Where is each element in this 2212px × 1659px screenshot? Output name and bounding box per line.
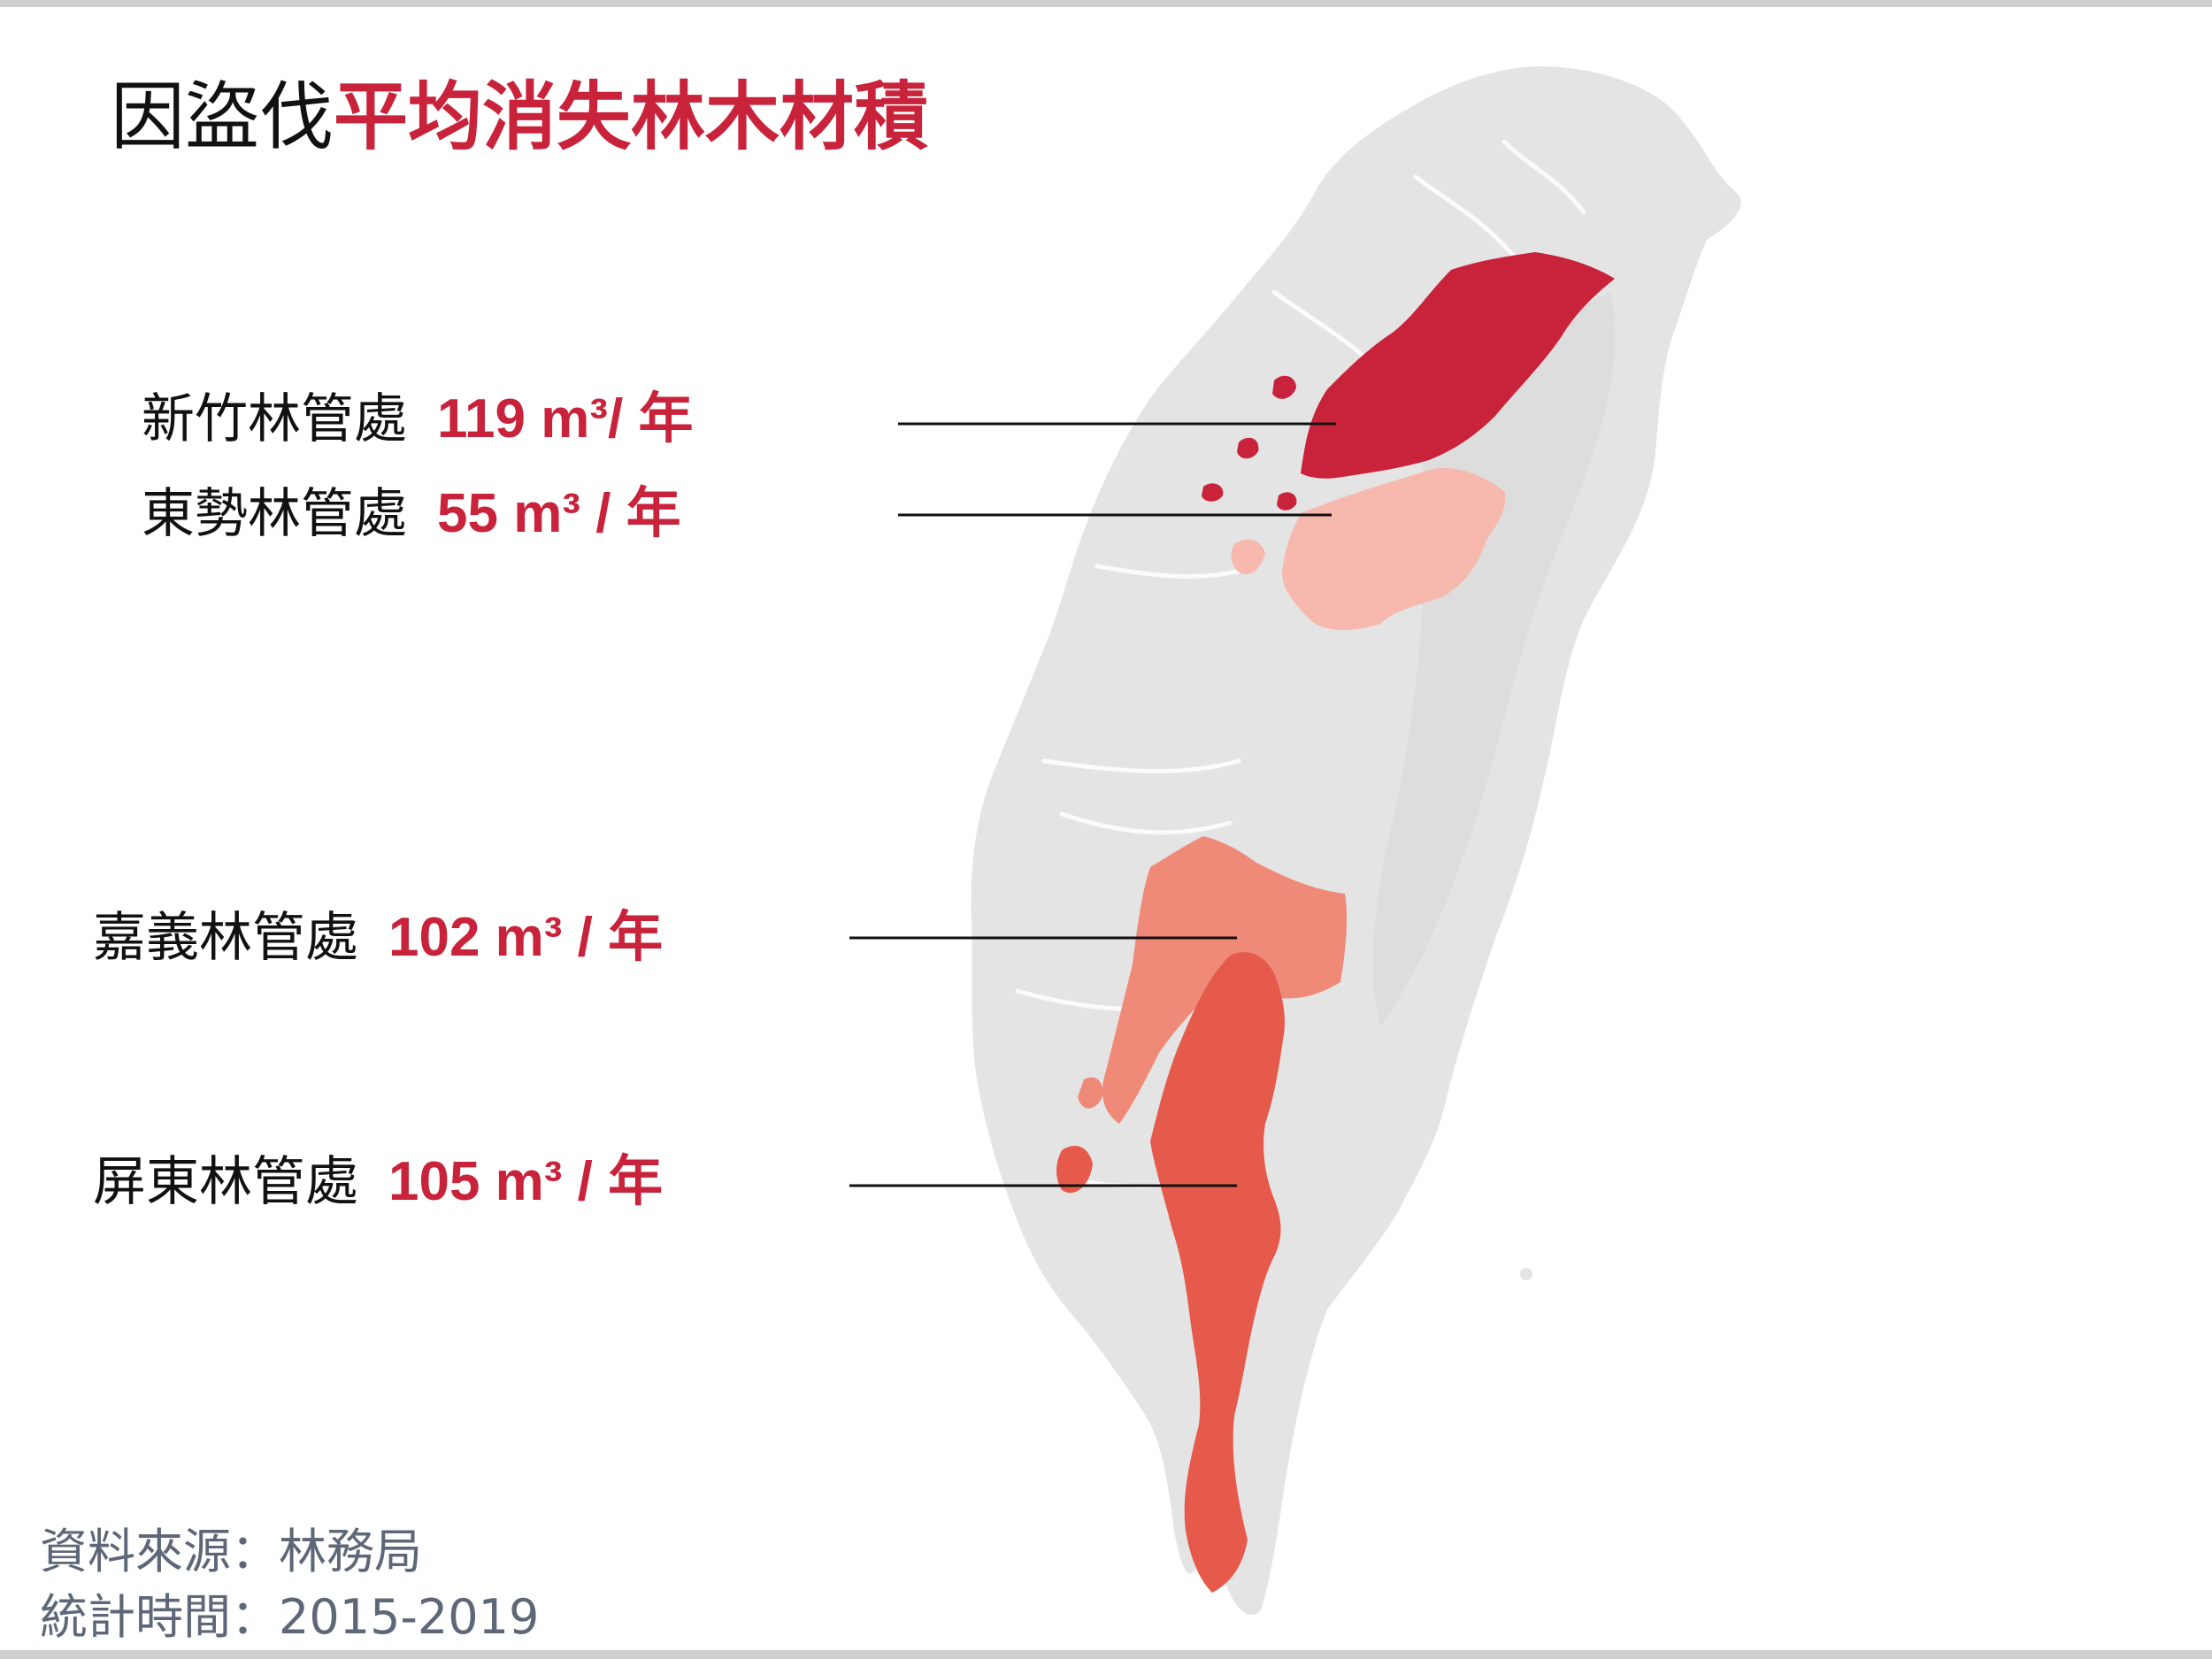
region-value: 55 m³ / 年	[437, 483, 681, 544]
rivers	[1015, 139, 1586, 1189]
region-name: 東勢林管處	[142, 483, 407, 545]
region-value: 102 m³ / 年	[388, 907, 664, 968]
region-name: 屏東林管處	[93, 1151, 358, 1213]
region-label-chiayi: 嘉義林管處 102 m³ / 年	[93, 906, 663, 970]
top-border	[0, 0, 2212, 7]
region-value: 119 m³/ 年	[437, 388, 694, 449]
region-label-dongshi: 東勢林管處 55 m³ / 年	[142, 482, 681, 546]
region-hsinchu	[1202, 252, 1615, 511]
region-pingtung	[1056, 952, 1285, 1593]
statistics-period: 統計時間：2015-2019	[40, 1589, 540, 1645]
region-value: 105 m³ / 年	[388, 1151, 664, 1212]
data-source: 資料來源：林務局	[40, 1524, 422, 1579]
islet	[1520, 1268, 1532, 1280]
region-name: 嘉義林管處	[93, 907, 358, 969]
title-prefix: 因盜伐	[111, 73, 334, 160]
bottom-border	[0, 1650, 2212, 1659]
region-name: 新竹林管處	[142, 388, 407, 450]
title-highlight: 平均消失林木材積	[334, 73, 929, 160]
page-title: 因盜伐平均消失林木材積	[111, 73, 928, 161]
region-label-pingtung: 屏東林管處 105 m³ / 年	[93, 1150, 663, 1214]
region-dongshi	[1231, 468, 1506, 630]
region-label-hsinchu: 新竹林管處 119 m³/ 年	[142, 388, 693, 451]
taiwan-island	[971, 66, 1741, 1616]
